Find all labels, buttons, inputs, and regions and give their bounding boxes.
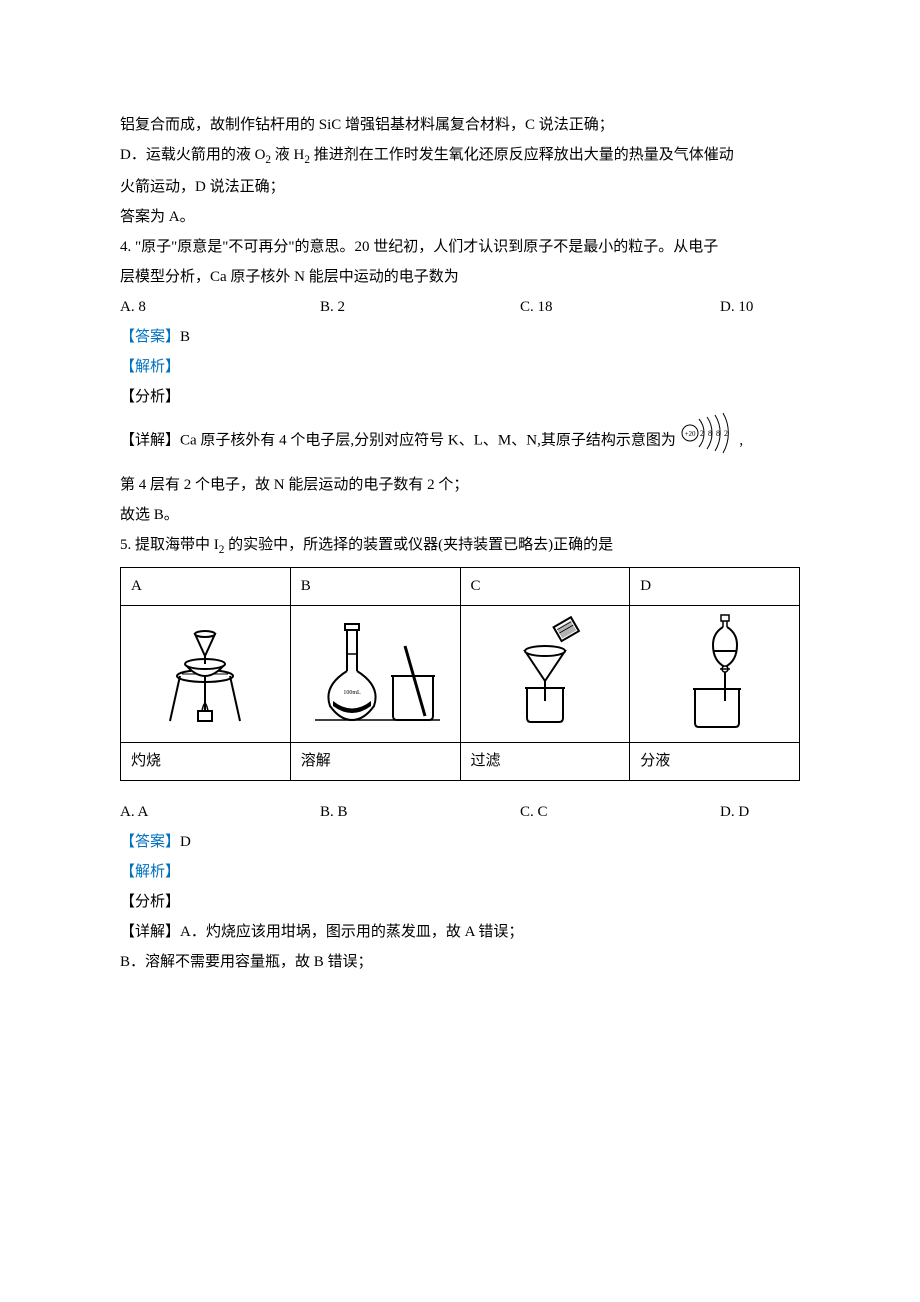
shell-4: 2 — [724, 429, 728, 438]
hdr-d: D — [630, 568, 800, 606]
answer-label: 【答案】 — [120, 834, 180, 850]
q4-stem-1: 4. "原子"原意是"不可再分"的意思。20 世纪初，人们才认识到原子不是最小的… — [120, 232, 800, 262]
q3-d-post: 推进剂在工作时发生氧化还原反应释放出大量的热量及气体催动 — [310, 147, 734, 163]
apparatus-table: A B C D — [120, 567, 800, 781]
cell-b-img: 100mL — [290, 606, 460, 743]
q4-answer-line: 【答案】B — [120, 322, 800, 352]
cell-a-img — [121, 606, 291, 743]
cell-d-img — [630, 606, 800, 743]
table-header-row: A B C D — [121, 568, 800, 606]
q4-conclusion: 故选 B。 — [120, 500, 800, 530]
cell-c-img — [460, 606, 630, 743]
hdr-a: A — [121, 568, 291, 606]
q3-d-mid: 液 H — [271, 147, 304, 163]
q5-option-a: A. A — [120, 797, 320, 827]
q4-fenxi-label: 【分析】 — [120, 382, 800, 412]
q4-option-d: D. 10 — [720, 292, 800, 322]
table-image-row: 100mL — [121, 606, 800, 743]
q5-stem-pre: 5. 提取海带中 I — [120, 537, 219, 553]
cap-c: 过滤 — [460, 743, 630, 781]
q5-stem-post: 的实验中，所选择的装置或仪器(夹持装置已略去)正确的是 — [224, 537, 613, 553]
q4-detail: 【详解】Ca 原子核外有 4 个电子层,分别对应符号 K、L、M、N,其原子结构… — [120, 412, 800, 470]
shell-1: 2 — [700, 429, 704, 438]
hdr-b: B — [290, 568, 460, 606]
shell-3: 8 — [716, 429, 720, 438]
q3-answer: 答案为 A。 — [120, 202, 800, 232]
q4-detail-post: , — [736, 432, 744, 448]
q5-answer-value: D — [180, 834, 191, 850]
q4-analysis-label: 【解析】 — [120, 352, 800, 382]
q5-fenxi-label: 【分析】 — [120, 887, 800, 917]
cap-b: 溶解 — [290, 743, 460, 781]
separating-funnel-icon — [665, 611, 765, 731]
shell-2: 8 — [708, 429, 712, 438]
atom-nucleus: +20 — [684, 430, 695, 438]
q4-line-after: 第 4 层有 2 个电子，故 N 能层运动的电子数有 2 个； — [120, 470, 800, 500]
atom-diagram-icon: +20 2 8 8 2 — [680, 412, 736, 470]
q3-d-text: D．运载火箭用的液 O2 液 H2 推进剂在工作时发生氧化还原反应释放出大量的热… — [120, 140, 800, 172]
cap-d: 分液 — [630, 743, 800, 781]
q4-stem-2: 层模型分析，Ca 原子核外 N 能层中运动的电子数为 — [120, 262, 800, 292]
q4-answer-value: B — [180, 329, 190, 345]
answer-label: 【答案】 — [120, 329, 180, 345]
q5-analysis-label: 【解析】 — [120, 857, 800, 887]
volumetric-flask-icon: 100mL — [305, 616, 445, 726]
funnel-beaker-icon — [495, 616, 595, 726]
q4-option-a: A. 8 — [120, 292, 320, 322]
document-page: 铝复合而成，故制作钻杆用的 SiC 增强铝基材料属复合材料，C 说法正确； D．… — [0, 0, 920, 1037]
q5-option-c: C. C — [520, 797, 720, 827]
svg-text:100mL: 100mL — [343, 690, 361, 696]
q3-d-pre: D．运载火箭用的液 O — [120, 147, 265, 163]
q3-d-line2: 火箭运动，D 说法正确； — [120, 172, 800, 202]
q3-c-text: 铝复合而成，故制作钻杆用的 SiC 增强铝基材料属复合材料，C 说法正确； — [120, 110, 800, 140]
table-caption-row: 灼烧 溶解 过滤 分液 — [121, 743, 800, 781]
q5-answer-line: 【答案】D — [120, 827, 800, 857]
q4-option-b: B. 2 — [320, 292, 520, 322]
q4-options: A. 8 B. 2 C. 18 D. 10 — [120, 292, 800, 322]
q4-detail-pre: 【详解】Ca 原子核外有 4 个电子层,分别对应符号 K、L、M、N,其原子结构… — [120, 432, 680, 448]
cap-a: 灼烧 — [121, 743, 291, 781]
hdr-c: C — [460, 568, 630, 606]
q5-options: A. A B. B C. C D. D — [120, 797, 800, 827]
evaporating-dish-icon — [160, 616, 250, 726]
q5-detail-a: 【详解】A．灼烧应该用坩埚，图示用的蒸发皿，故 A 错误； — [120, 917, 800, 947]
q5-detail-b: B．溶解不需要用容量瓶，故 B 错误； — [120, 947, 800, 977]
q5-option-d: D. D — [720, 797, 800, 827]
q5-stem: 5. 提取海带中 I2 的实验中，所选择的装置或仪器(夹持装置已略去)正确的是 — [120, 530, 800, 562]
q4-option-c: C. 18 — [520, 292, 720, 322]
q5-option-b: B. B — [320, 797, 520, 827]
